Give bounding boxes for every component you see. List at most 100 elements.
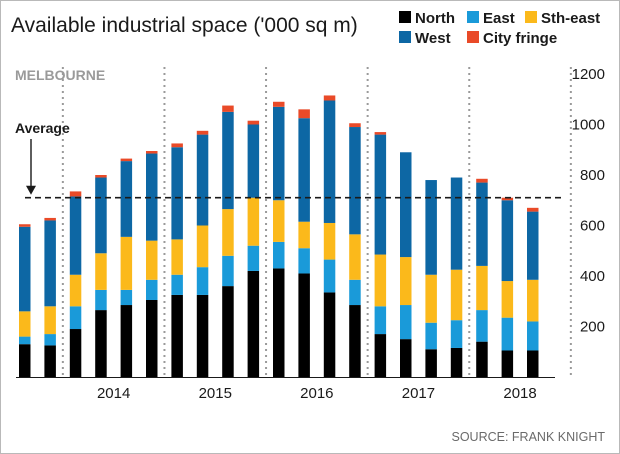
year-separators (61, 67, 572, 377)
bar-segment-west (196, 134, 209, 226)
bar-segment-sth-east (171, 239, 183, 275)
region-label: MELBOURNE (15, 67, 105, 83)
bar-segment-north (501, 350, 514, 377)
legend-swatch-west (399, 31, 411, 43)
legend-swatch-city-fringe (467, 31, 479, 43)
bar-14 (349, 123, 361, 377)
x-tick-label-2017: 2017 (402, 385, 435, 402)
bar-segment-east (323, 259, 336, 293)
bar-segment-sth-east (298, 221, 310, 249)
x-tick-label-2014: 2014 (97, 385, 130, 402)
y-tick-label: 400 (580, 268, 605, 285)
x-tick-label-2016: 2016 (300, 385, 333, 402)
bar-segment-west (171, 147, 183, 240)
bar-segment-sth-east (146, 240, 158, 280)
bar-segment-north (425, 349, 437, 377)
bar-segment-north (450, 347, 463, 377)
legend-label-city-fringe: City fringe (483, 30, 557, 47)
bar-segment-city-fringe (527, 207, 539, 212)
bar-20 (501, 197, 514, 377)
bar-5 (120, 158, 133, 377)
bar-segment-city-fringe (323, 95, 336, 101)
bar-segment-city-fringe (374, 132, 387, 135)
bar-segment-north (171, 294, 183, 377)
bar-segment-sth-east (69, 274, 82, 307)
bar-segment-east (450, 320, 463, 348)
legend-label-sth-east: Sth-east (541, 10, 600, 27)
bar-1 (19, 224, 31, 377)
bar-segment-east (44, 334, 56, 346)
bar-3 (69, 191, 82, 377)
bar-segment-east (19, 336, 31, 345)
bar-segment-sth-east (222, 209, 234, 256)
bar-16 (400, 152, 412, 377)
bar-segment-north (349, 305, 361, 377)
bar-segment-east (501, 317, 514, 351)
bar-segment-sth-east (400, 257, 412, 306)
bar-segment-north (323, 292, 336, 377)
bar-11 (273, 101, 285, 377)
bar-segment-west (247, 124, 260, 198)
x-axis: 2014 2015 2016 2017 2018 (97, 385, 537, 402)
bar-segment-city-fringe (349, 123, 361, 128)
bar-segment-sth-east (273, 200, 285, 242)
bar-segment-city-fringe (247, 120, 260, 125)
bar-segment-east (425, 322, 437, 350)
bar-segment-city-fringe (501, 197, 514, 201)
average-label: Average (15, 120, 70, 136)
bar-segment-west (349, 127, 361, 235)
bar-segment-east (171, 274, 183, 295)
bar-segment-east (349, 279, 361, 306)
bar-segment-west (95, 177, 107, 254)
bar-segment-east (374, 306, 387, 335)
source-note: SOURCE: FRANK KNIGHT (452, 430, 606, 444)
chart-title: Available industrial space ('000 sq m) (11, 14, 358, 37)
bar-segment-west (501, 200, 514, 282)
bar-segment-west (44, 220, 56, 307)
bar-segment-north (44, 345, 56, 377)
bar-segment-city-fringe (222, 105, 234, 112)
bar-segment-east (146, 279, 158, 300)
y-axis: 200 400 600 800 1000 1200 (572, 66, 605, 336)
bar-segment-west (527, 211, 539, 280)
bar-segment-north (247, 270, 260, 377)
bars (19, 95, 539, 377)
bar-segment-sth-east (19, 311, 31, 337)
bar-segment-west (222, 111, 234, 210)
bar-segment-city-fringe (476, 178, 488, 183)
bar-segment-east (69, 306, 82, 330)
bar-segment-sth-east (247, 197, 260, 246)
bar-segment-north (374, 334, 387, 377)
bar-12 (298, 109, 310, 377)
bar-segment-sth-east (323, 222, 336, 260)
bar-segment-city-fringe (298, 109, 310, 119)
average-arrow-head (26, 185, 36, 195)
bar-segment-sth-east (95, 253, 107, 290)
bar-segment-sth-east (425, 274, 437, 323)
bar-segment-sth-east (44, 306, 56, 335)
bar-segment-east (273, 241, 285, 269)
x-tick-label-2015: 2015 (199, 385, 232, 402)
bar-segment-north (527, 350, 539, 377)
legend-label-east: East (483, 10, 515, 27)
bar-10 (247, 120, 260, 377)
bar-segment-east (527, 321, 539, 351)
bar-segment-west (450, 177, 463, 270)
bar-segment-west (120, 161, 133, 237)
bar-18 (450, 177, 463, 377)
legend: North East Sth-east West City fringe (399, 10, 600, 47)
bar-segment-city-fringe (171, 143, 183, 148)
bar-segment-north (273, 268, 285, 377)
bar-8 (196, 130, 209, 377)
bar-segment-east (247, 245, 260, 271)
bar-segment-sth-east (349, 234, 361, 280)
bar-segment-sth-east (501, 281, 514, 318)
bar-segment-sth-east (120, 236, 133, 290)
bar-segment-north (95, 310, 107, 377)
bar-segment-city-fringe (69, 191, 82, 197)
bar-segment-north (19, 344, 31, 377)
bar-segment-city-fringe (44, 217, 56, 221)
bar-6 (146, 151, 158, 377)
bar-segment-city-fringe (196, 130, 209, 135)
